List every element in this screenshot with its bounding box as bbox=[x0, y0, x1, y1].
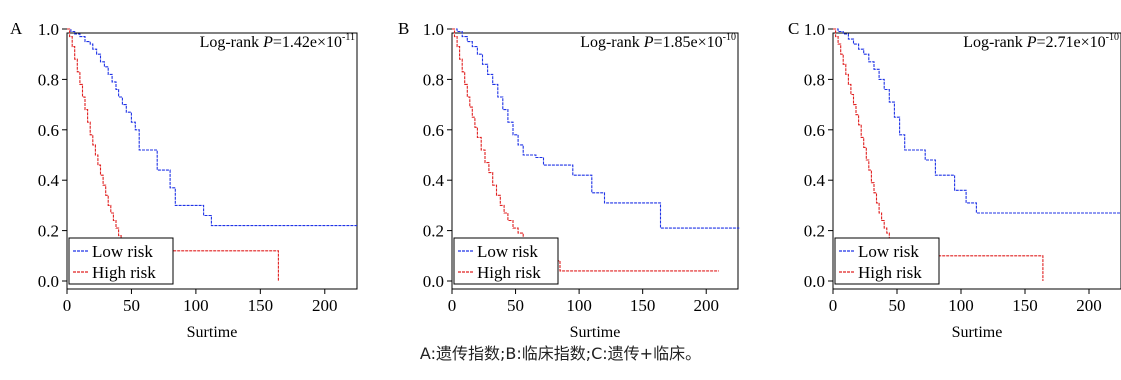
x-tick-label: 150 bbox=[1012, 296, 1038, 315]
legend: Low risk High risk bbox=[834, 237, 940, 285]
legend-label: Low risk bbox=[92, 242, 153, 261]
x-tick-label: 200 bbox=[693, 296, 719, 315]
legend-box bbox=[834, 237, 940, 285]
figure-panels: A 0.0 0.2 0.4 0.6 0.8 1.0 0 50 100 150 200 Surtime Lo… bbox=[10, 19, 1121, 338]
y-tick-label: 0.4 bbox=[423, 171, 445, 190]
x-tick-label: 50 bbox=[889, 296, 906, 315]
x-tick-label: 150 bbox=[630, 296, 656, 315]
x-tick-label: 0 bbox=[448, 296, 457, 315]
y-tick-label: 0.8 bbox=[804, 70, 825, 89]
legend: Low risk High risk bbox=[453, 237, 559, 285]
logrank-annotation: Log-rank P=1.42e×10-11 bbox=[200, 32, 355, 51]
panel-label: B bbox=[398, 19, 409, 38]
plot-frame bbox=[66, 32, 358, 290]
legend-box bbox=[453, 237, 559, 285]
x-tick-label: 50 bbox=[507, 296, 524, 315]
plot-frame bbox=[832, 32, 1121, 290]
legend-label: High risk bbox=[92, 263, 156, 282]
legend-label: Low risk bbox=[477, 242, 538, 261]
x-tick-label: 50 bbox=[123, 296, 140, 315]
x-tick-label: 0 bbox=[63, 296, 72, 315]
legend-label: High risk bbox=[858, 263, 922, 282]
plot-frame bbox=[451, 32, 739, 290]
curve-low-risk bbox=[67, 28, 357, 227]
x-tick-label: 100 bbox=[183, 296, 209, 315]
x-tick-label: 200 bbox=[312, 296, 338, 315]
chart-panel-b: B 0.0 0.2 0.4 0.6 0.8 1.0 0 50 100 150 200 Surtime Lo… bbox=[398, 19, 740, 338]
y-tick-label: 0.4 bbox=[804, 171, 826, 190]
legend-box bbox=[68, 237, 174, 285]
figure-caption: A:遗传指数;B:临床指数;C:遗传+临床。 bbox=[419, 344, 702, 363]
logrank-annotation: Log-rank P=1.85e×10-10 bbox=[580, 32, 736, 51]
logrank-annotation: Log-rank P=2.71e×10-10 bbox=[963, 32, 1119, 51]
y-tick-label: 0.2 bbox=[38, 222, 59, 241]
y-tick-label: 0.0 bbox=[804, 272, 825, 291]
y-tick-label: 0.2 bbox=[804, 222, 825, 241]
legend-label: High risk bbox=[477, 263, 541, 282]
y-tick-label: 0.2 bbox=[423, 222, 444, 241]
x-tick-label: 200 bbox=[1076, 296, 1102, 315]
legend-label: Low risk bbox=[858, 242, 919, 261]
panel-label: C bbox=[788, 19, 799, 38]
x-axis-label: Surtime bbox=[570, 324, 621, 338]
legend: Low risk High risk bbox=[68, 237, 174, 285]
curve-high-risk bbox=[452, 28, 719, 272]
x-tick-label: 100 bbox=[566, 296, 592, 315]
y-tick-label: 0.8 bbox=[423, 70, 444, 89]
y-tick-label: 0.6 bbox=[423, 121, 444, 140]
chart-panel-c: C 0.0 0.2 0.4 0.6 0.8 1.0 0 50 100 150 200 Surtime Lo… bbox=[788, 19, 1121, 338]
y-tick-label: 1.0 bbox=[804, 20, 825, 39]
x-axis-label: Surtime bbox=[187, 324, 238, 338]
chart-panel-a: A 0.0 0.2 0.4 0.6 0.8 1.0 0 50 100 150 200 Surtime Lo… bbox=[10, 19, 358, 338]
y-tick-label: 0.6 bbox=[804, 121, 825, 140]
panel-label: A bbox=[10, 19, 23, 38]
y-tick-label: 1.0 bbox=[38, 20, 59, 39]
y-tick-label: 0.0 bbox=[38, 272, 59, 291]
y-tick-label: 1.0 bbox=[423, 20, 444, 39]
curve-low-risk bbox=[452, 28, 740, 229]
y-tick-label: 0.4 bbox=[38, 171, 60, 190]
x-tick-label: 150 bbox=[248, 296, 274, 315]
curve-low-risk bbox=[833, 28, 1121, 214]
y-tick-label: 0.8 bbox=[38, 70, 59, 89]
x-tick-label: 0 bbox=[829, 296, 838, 315]
x-tick-label: 100 bbox=[948, 296, 974, 315]
y-tick-label: 0.0 bbox=[423, 272, 444, 291]
y-tick-label: 0.6 bbox=[38, 121, 59, 140]
x-axis-label: Surtime bbox=[952, 324, 1003, 338]
